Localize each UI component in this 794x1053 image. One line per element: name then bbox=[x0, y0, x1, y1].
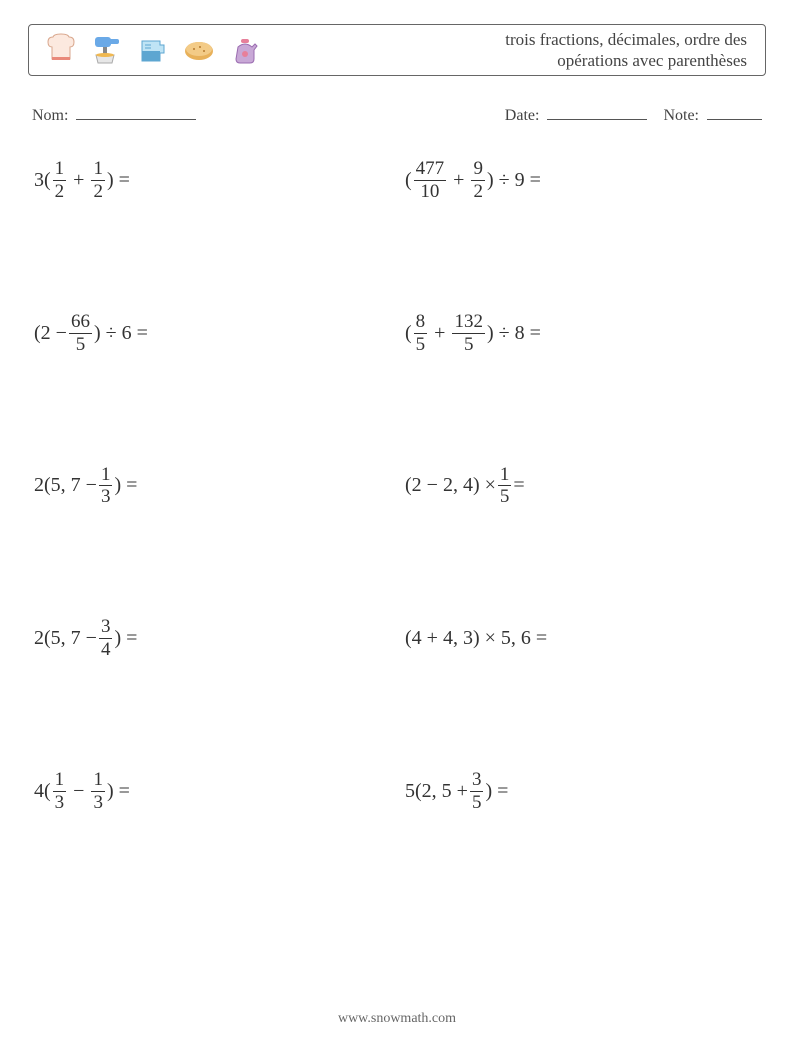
fraction: 35 bbox=[470, 770, 484, 813]
expr-text: ) ÷ 8 = bbox=[487, 322, 541, 345]
expr-text: ) = bbox=[107, 169, 130, 192]
fraction: 13 bbox=[53, 770, 67, 813]
fraction-numerator: 8 bbox=[414, 312, 428, 332]
note-label: Note: bbox=[663, 107, 699, 124]
problem-5: 2(5, 7 − 13) = bbox=[34, 465, 389, 508]
fraction-denominator: 3 bbox=[91, 793, 105, 813]
problem-4: (85+1325) ÷ 8 = bbox=[405, 312, 760, 355]
expr-text: ( bbox=[405, 169, 412, 192]
expr-text: ) ÷ 9 = bbox=[487, 169, 541, 192]
expr-text: 3( bbox=[34, 169, 51, 192]
problem-7: 2(5, 7 − 34) = bbox=[34, 617, 389, 660]
note-blank[interactable] bbox=[707, 102, 762, 120]
problem-3: (2 − 665) ÷ 6 = bbox=[34, 312, 389, 355]
date-note-group: Date: Note: bbox=[505, 102, 762, 125]
expr-text: (2 − bbox=[34, 322, 67, 345]
expr-text: 2(5, 7 − bbox=[34, 627, 97, 650]
date-label: Date: bbox=[505, 107, 540, 124]
bread-icon bbox=[181, 32, 217, 68]
fraction-denominator: 3 bbox=[99, 487, 113, 507]
fraction-denominator: 2 bbox=[471, 182, 485, 202]
expr-text: + bbox=[73, 169, 84, 192]
fraction: 34 bbox=[99, 617, 113, 660]
expr-text: ) = bbox=[485, 780, 508, 803]
fraction-numerator: 1 bbox=[91, 770, 105, 790]
fraction: 13 bbox=[99, 465, 113, 508]
fraction: 1325 bbox=[452, 312, 485, 355]
expr-text: ) = bbox=[114, 474, 137, 497]
fraction-denominator: 3 bbox=[53, 793, 67, 813]
fraction-denominator: 5 bbox=[498, 487, 512, 507]
fraction-denominator: 2 bbox=[53, 182, 67, 202]
name-blank[interactable] bbox=[76, 102, 196, 120]
problems-grid: 3(12+12) =(47710+92) ÷ 9 =(2 − 665) ÷ 6 … bbox=[28, 159, 766, 813]
fraction: 92 bbox=[471, 159, 485, 202]
fraction-numerator: 1 bbox=[99, 465, 113, 485]
problem-1: 3(12+12) = bbox=[34, 159, 389, 202]
info-row: Nom: Date: Note: bbox=[28, 102, 766, 125]
problem-10: 5(2, 5 + 35) = bbox=[405, 770, 760, 813]
fraction: 12 bbox=[53, 159, 67, 202]
problem-9: 4(13−13) = bbox=[34, 770, 389, 813]
name-field: Nom: bbox=[32, 102, 196, 125]
title-line-2: opérations avec parenthèses bbox=[557, 51, 747, 70]
expr-text: + bbox=[453, 169, 464, 192]
fraction-numerator: 1 bbox=[498, 465, 512, 485]
expr-text: ) ÷ 6 = bbox=[94, 322, 148, 345]
footer-text: www.snowmath.com bbox=[338, 1011, 456, 1026]
fraction-denominator: 2 bbox=[91, 182, 105, 202]
expr-text: ( bbox=[405, 322, 412, 345]
title-line-1: trois fractions, décimales, ordre des bbox=[505, 30, 747, 49]
fraction-numerator: 9 bbox=[471, 159, 485, 179]
fraction-denominator: 5 bbox=[462, 335, 476, 355]
expr-text: = bbox=[513, 474, 524, 497]
fraction-denominator: 5 bbox=[414, 335, 428, 355]
name-label: Nom: bbox=[32, 107, 68, 124]
fraction-numerator: 3 bbox=[99, 617, 113, 637]
fraction-denominator: 4 bbox=[99, 640, 113, 660]
expr-text: ) = bbox=[107, 780, 130, 803]
fraction: 47710 bbox=[414, 159, 447, 202]
fraction-numerator: 477 bbox=[414, 159, 447, 179]
footer: www.snowmath.com bbox=[0, 1011, 794, 1027]
expr-text: 5(2, 5 + bbox=[405, 780, 468, 803]
mixer-icon bbox=[89, 32, 125, 68]
fraction-numerator: 1 bbox=[91, 159, 105, 179]
fraction: 13 bbox=[91, 770, 105, 813]
problem-2: (47710+92) ÷ 9 = bbox=[405, 159, 760, 202]
chef-hat-icon bbox=[43, 32, 79, 68]
fraction-numerator: 1 bbox=[53, 770, 67, 790]
worksheet-title: trois fractions, décimales, ordre des op… bbox=[427, 29, 747, 72]
fraction: 12 bbox=[91, 159, 105, 202]
fraction-numerator: 66 bbox=[69, 312, 92, 332]
fraction: 665 bbox=[69, 312, 92, 355]
problem-8: (4 + 4, 3) × 5, 6 = bbox=[405, 617, 760, 660]
fraction-denominator: 10 bbox=[418, 182, 441, 202]
header-box: trois fractions, décimales, ordre des op… bbox=[28, 24, 766, 76]
fraction-numerator: 3 bbox=[470, 770, 484, 790]
expr-text: (4 + 4, 3) × 5, 6 = bbox=[405, 627, 547, 650]
measuring-cup-icon bbox=[135, 32, 171, 68]
expr-text: 4( bbox=[34, 780, 51, 803]
fraction-denominator: 5 bbox=[470, 793, 484, 813]
fraction-numerator: 1 bbox=[53, 159, 67, 179]
fraction: 15 bbox=[498, 465, 512, 508]
kettle-icon bbox=[227, 32, 263, 68]
expr-text: 2(5, 7 − bbox=[34, 474, 97, 497]
fraction-numerator: 132 bbox=[452, 312, 485, 332]
worksheet-page: trois fractions, décimales, ordre des op… bbox=[0, 0, 794, 1053]
header-icons bbox=[43, 32, 263, 68]
expr-text: + bbox=[434, 322, 445, 345]
date-blank[interactable] bbox=[547, 102, 647, 120]
expr-text: ) = bbox=[114, 627, 137, 650]
fraction-denominator: 5 bbox=[74, 335, 88, 355]
expr-text: (2 − 2, 4) × bbox=[405, 474, 496, 497]
expr-text: − bbox=[73, 780, 84, 803]
problem-6: (2 − 2, 4) × 15 = bbox=[405, 465, 760, 508]
fraction: 85 bbox=[414, 312, 428, 355]
